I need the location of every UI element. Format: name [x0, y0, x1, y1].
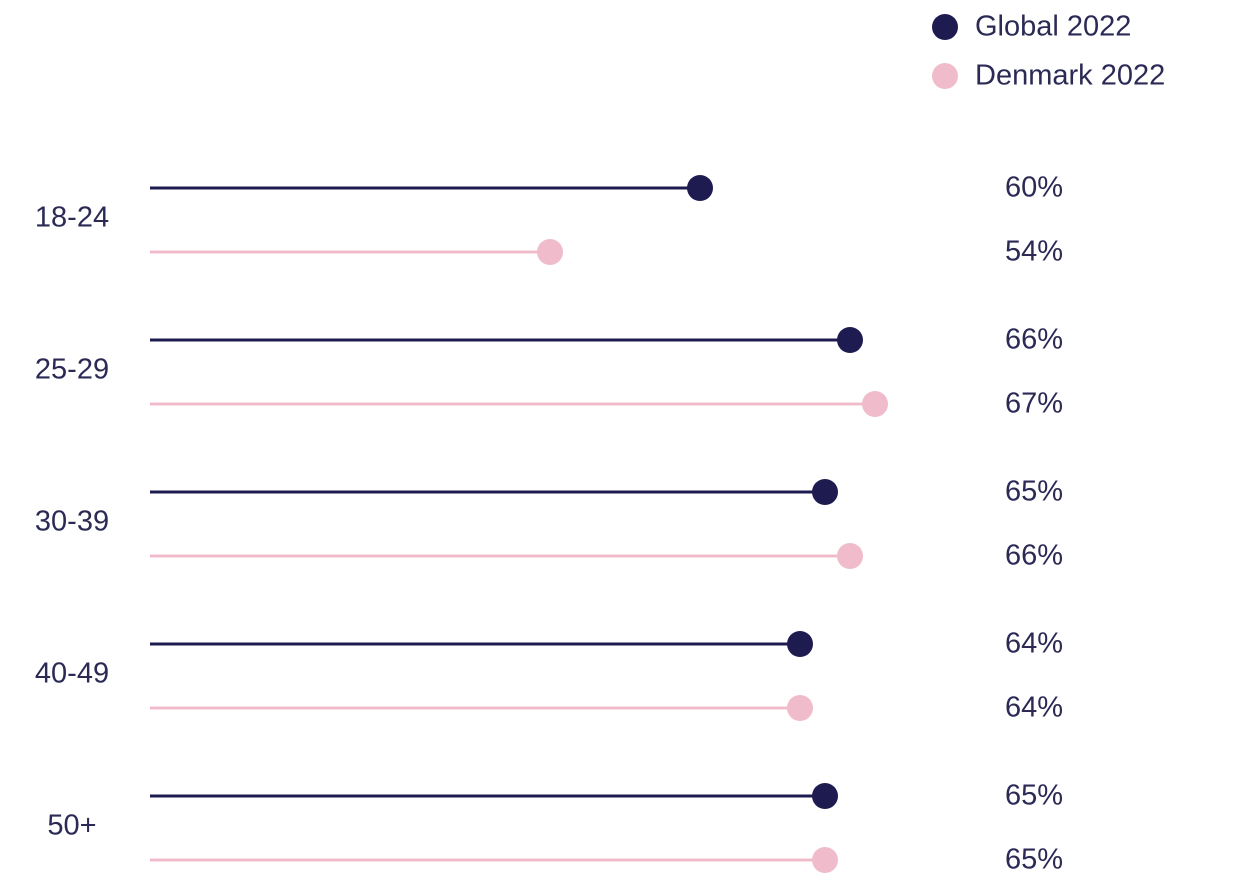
- legend-swatch: [932, 14, 958, 40]
- dot: [687, 175, 713, 201]
- category-label: 25-29: [35, 354, 109, 386]
- dot: [812, 783, 838, 809]
- legend-label: Denmark 2022: [975, 60, 1165, 92]
- dot: [787, 695, 813, 721]
- dot: [812, 847, 838, 873]
- category-label: 40-49: [35, 658, 109, 690]
- value-label: 66%: [1005, 540, 1063, 572]
- dot: [812, 479, 838, 505]
- category-label: 50+: [47, 810, 96, 842]
- dot: [537, 239, 563, 265]
- legend-swatch: [932, 63, 958, 89]
- value-label: 64%: [1005, 628, 1063, 660]
- dot: [787, 631, 813, 657]
- value-label: 64%: [1005, 692, 1063, 724]
- legend-label: Global 2022: [975, 11, 1131, 43]
- value-label: 67%: [1005, 388, 1063, 420]
- dot: [837, 327, 863, 353]
- value-label: 60%: [1005, 172, 1063, 204]
- dot: [837, 543, 863, 569]
- value-label: 54%: [1005, 236, 1063, 268]
- category-label: 18-24: [35, 202, 109, 234]
- dot: [862, 391, 888, 417]
- value-label: 65%: [1005, 780, 1063, 812]
- value-label: 66%: [1005, 324, 1063, 356]
- category-label: 30-39: [35, 506, 109, 538]
- value-label: 65%: [1005, 476, 1063, 508]
- value-label: 65%: [1005, 844, 1063, 876]
